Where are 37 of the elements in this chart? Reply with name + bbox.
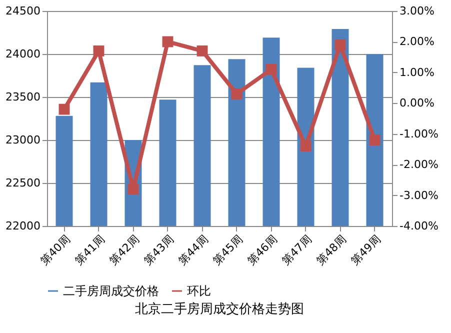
x-tick-label: 第47周 <box>280 232 314 268</box>
point <box>266 64 277 75</box>
point <box>162 36 174 48</box>
y-tick-label: 23500 <box>6 90 40 104</box>
x-tick-label: 第44周 <box>176 232 211 268</box>
point <box>128 184 139 195</box>
y2-tick-label: 3.00% <box>400 4 434 18</box>
y2-tick-label: 2.00% <box>400 35 434 48</box>
y-tick-label: 22500 <box>6 176 40 190</box>
x-tick-label: 第42周 <box>107 232 142 268</box>
legend-label: 二手房周成交价格 <box>63 284 159 298</box>
point <box>334 39 346 50</box>
x-tick-label: 第45周 <box>210 232 246 268</box>
y2-tick-label: -2.00% <box>400 158 438 172</box>
y-tick-label: 24000 <box>6 48 40 60</box>
x-tick-label: 第46周 <box>245 232 280 268</box>
y-tick-label: 24500 <box>6 4 40 18</box>
y2-tick-label: 1.00% <box>400 66 434 79</box>
x-tick-label: 第49周 <box>348 232 384 268</box>
point <box>196 45 208 56</box>
y2-tick-label: -3.00% <box>400 188 438 202</box>
y2-tick-label: 0.00% <box>400 96 434 110</box>
x-tick-label: 第40周 <box>38 232 73 268</box>
y-tick-label: 23000 <box>6 134 40 146</box>
point <box>58 104 70 115</box>
legend-label: 环比 <box>187 284 211 298</box>
point <box>369 134 380 146</box>
y-tick-label: 22000 <box>6 220 40 232</box>
text: 北京二手房周成交价格走势图 <box>135 301 304 317</box>
x-tick-label: 第48周 <box>314 232 349 268</box>
y2-tick-label: -4.00% <box>400 220 438 232</box>
point <box>300 140 312 152</box>
y2-tick-label: -1.00% <box>400 127 438 140</box>
point <box>231 88 242 100</box>
x-tick-label: 第43周 <box>142 232 176 268</box>
x-tick-label: 第41周 <box>72 232 108 268</box>
point <box>93 45 104 56</box>
